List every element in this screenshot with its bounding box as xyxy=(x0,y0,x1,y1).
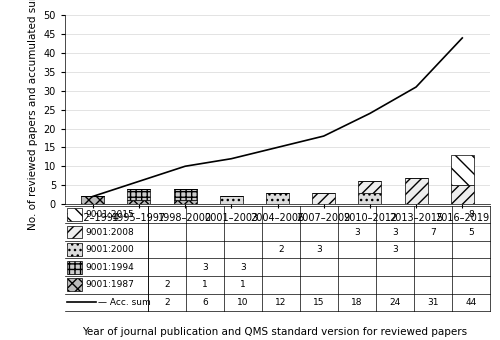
Bar xyxy=(67,278,82,291)
Text: 31: 31 xyxy=(427,298,438,307)
Text: 3: 3 xyxy=(316,245,322,254)
Text: 10: 10 xyxy=(237,298,248,307)
Text: 3: 3 xyxy=(202,263,208,272)
Bar xyxy=(67,261,82,273)
Bar xyxy=(67,226,82,238)
Bar xyxy=(128,200,150,204)
Text: 9001:2000: 9001:2000 xyxy=(86,245,134,254)
Bar xyxy=(450,155,474,185)
Text: 2: 2 xyxy=(164,298,170,307)
Y-axis label: No. of reviewed papers and accumulated sum: No. of reviewed papers and accumulated s… xyxy=(28,0,38,230)
Text: 5: 5 xyxy=(468,227,474,237)
Text: 12: 12 xyxy=(275,298,286,307)
Text: 8: 8 xyxy=(468,210,474,219)
Text: 2: 2 xyxy=(278,245,283,254)
Text: 1: 1 xyxy=(240,280,246,289)
Bar xyxy=(266,193,289,204)
Bar xyxy=(174,200,197,204)
Text: 3: 3 xyxy=(392,245,398,254)
Bar xyxy=(128,189,150,200)
Text: 44: 44 xyxy=(466,298,476,307)
Text: 24: 24 xyxy=(390,298,400,307)
Text: 1: 1 xyxy=(202,280,208,289)
Text: 6: 6 xyxy=(202,298,208,307)
Bar xyxy=(450,185,474,204)
Bar xyxy=(358,193,382,204)
Bar xyxy=(312,193,335,204)
Bar xyxy=(220,197,243,204)
Text: 2: 2 xyxy=(164,280,170,289)
Text: 3: 3 xyxy=(392,227,398,237)
Text: — Acc. sum: — Acc. sum xyxy=(98,298,151,307)
Bar xyxy=(358,181,382,193)
Text: 7: 7 xyxy=(430,227,436,237)
Text: 3: 3 xyxy=(354,227,360,237)
Bar xyxy=(81,197,104,204)
Bar xyxy=(174,189,197,200)
Text: 9001:1987: 9001:1987 xyxy=(86,280,134,289)
Text: 9001:2008: 9001:2008 xyxy=(86,227,134,237)
Bar xyxy=(404,177,427,204)
Text: 15: 15 xyxy=(313,298,324,307)
Text: 18: 18 xyxy=(351,298,362,307)
Text: 9001:2015: 9001:2015 xyxy=(86,210,134,219)
Text: 3: 3 xyxy=(240,263,246,272)
Text: Year of journal publication and QMS standard version for reviewed papers: Year of journal publication and QMS stan… xyxy=(82,327,468,337)
Bar xyxy=(67,208,82,221)
Bar xyxy=(67,243,82,256)
Text: 9001:1994: 9001:1994 xyxy=(86,263,134,272)
